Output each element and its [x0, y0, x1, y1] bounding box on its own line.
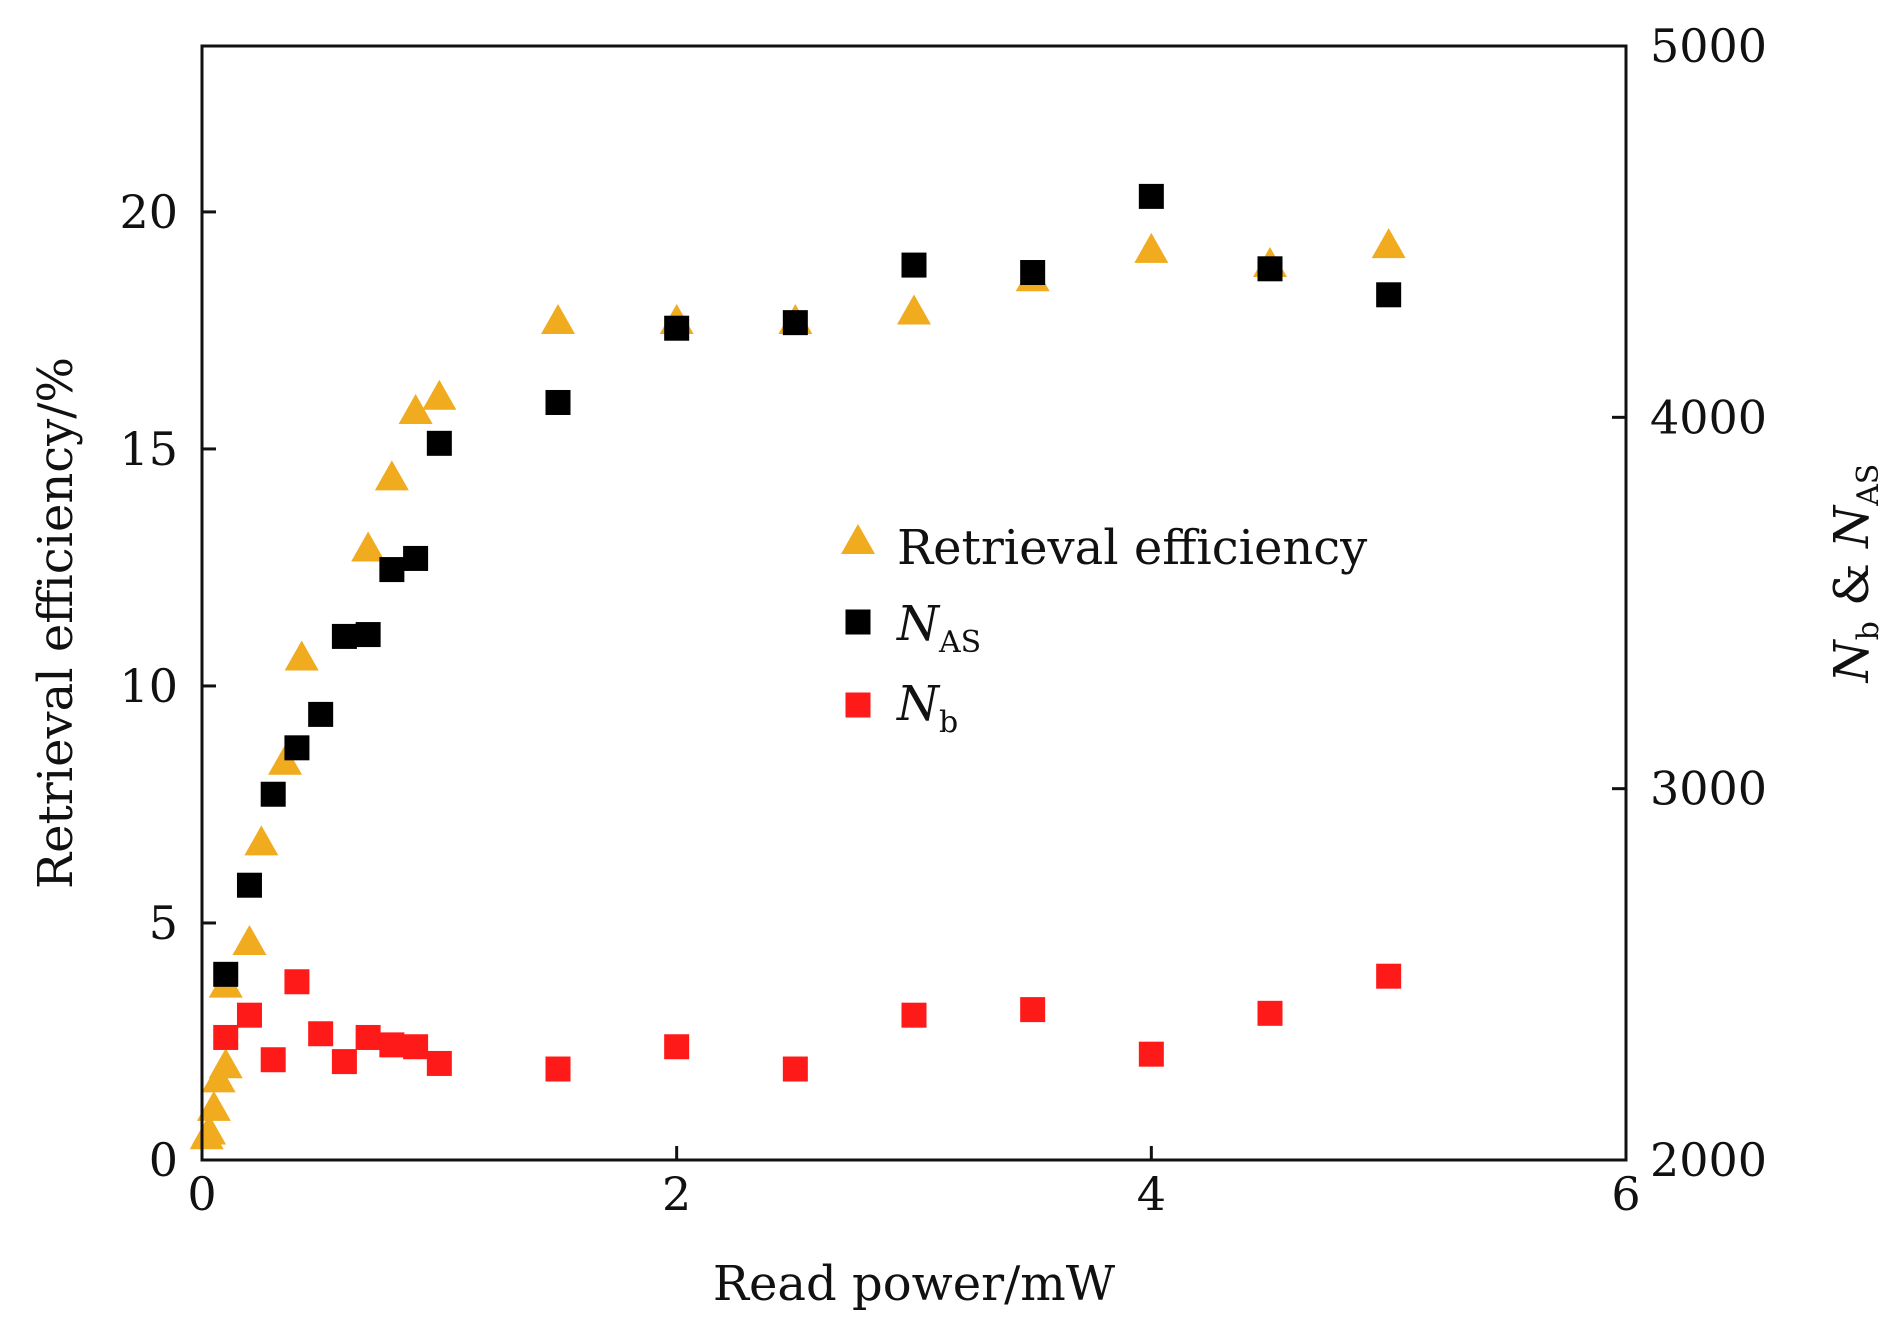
point-n-b-3	[284, 969, 310, 995]
point-n-b-17	[1376, 963, 1402, 989]
y-right-axis-label: Nb & NAS	[1824, 464, 1886, 684]
point-n-as-9	[426, 430, 452, 456]
x-tick-label-1: 2	[662, 1167, 691, 1221]
y-left-tick-label-4: 20	[119, 185, 178, 239]
point-n-as-6	[355, 622, 381, 648]
y-right-tick-label-3: 5000	[1650, 19, 1767, 73]
point-efficiency-9	[284, 640, 319, 671]
y-left-tick-label-1: 5	[149, 896, 178, 950]
point-efficiency-19	[1134, 232, 1169, 263]
point-n-b-8	[403, 1034, 429, 1060]
point-n-as-16	[1257, 256, 1283, 282]
x-tick-label-0: 0	[187, 1167, 216, 1221]
point-n-as-12	[782, 310, 808, 336]
legend-triangle-marker	[841, 524, 875, 554]
point-n-b-2	[260, 1047, 286, 1073]
point-n-b-14	[1020, 997, 1046, 1023]
y-left-axis-label: Retrieval efficiency/%	[28, 357, 84, 889]
legend-label-n-b: Nb	[896, 676, 958, 740]
point-n-b-1	[236, 1002, 262, 1028]
data-marks	[189, 183, 1406, 1150]
point-n-b-6	[355, 1024, 381, 1050]
y-left-tick-label-3: 15	[119, 422, 178, 476]
legend-item-n-b: Nb	[845, 676, 958, 740]
point-efficiency-21	[1371, 228, 1406, 259]
point-n-b-15	[1138, 1041, 1164, 1067]
point-n-b-10	[545, 1056, 571, 1082]
point-n-b-12	[782, 1056, 808, 1082]
y-right-label-joiner: &	[1824, 548, 1880, 621]
point-n-b-7	[379, 1032, 405, 1058]
point-n-b-9	[426, 1050, 452, 1076]
x-tick-label-3: 6	[1611, 1167, 1640, 1221]
y-right-tick-label-1: 3000	[1650, 762, 1767, 816]
point-n-b-5	[331, 1049, 357, 1075]
legend: Retrieval efficiency NAS Nb	[841, 520, 1367, 740]
point-efficiency-17	[897, 294, 931, 325]
point-n-as-10	[545, 389, 571, 415]
y-left-tick-label-0: 0	[149, 1133, 178, 1187]
y-right-label-nas-sub: AS	[1851, 464, 1886, 507]
point-n-as-14	[1020, 260, 1046, 286]
point-n-b-16	[1257, 1000, 1283, 1026]
legend-n-b-sub: b	[939, 705, 958, 740]
legend-square-marker-n-as	[845, 609, 871, 635]
point-n-as-11	[664, 315, 690, 341]
legend-n-as-sub: AS	[938, 625, 981, 660]
point-n-as-8	[403, 545, 429, 571]
point-n-b-0	[213, 1024, 239, 1050]
point-n-as-4	[308, 701, 334, 727]
point-efficiency-14	[541, 303, 575, 334]
plot-frame	[200, 44, 1628, 1162]
x-axis-label: Read power/mW	[713, 1256, 1116, 1312]
legend-n-as-main: N	[896, 596, 941, 652]
point-n-as-13	[901, 252, 927, 278]
y-left-tick-label-2: 10	[119, 659, 178, 713]
legend-n-b-main: N	[896, 676, 941, 732]
point-efficiency-7	[244, 825, 279, 856]
point-n-as-1	[236, 872, 262, 898]
point-n-b-4	[308, 1021, 334, 1047]
point-n-as-3	[284, 735, 310, 761]
y-right-label-nas-main: N	[1824, 504, 1880, 549]
point-n-as-5	[331, 623, 357, 649]
x-tick-label-2: 4	[1137, 1167, 1166, 1221]
y-right-tick-label-2: 4000	[1650, 390, 1767, 444]
point-efficiency-11	[374, 460, 409, 491]
point-efficiency-4	[208, 1048, 243, 1079]
point-efficiency-13	[422, 379, 457, 410]
point-n-as-17	[1376, 282, 1402, 308]
point-efficiency-6	[232, 924, 267, 955]
point-n-as-15	[1138, 183, 1164, 209]
point-efficiency-12	[398, 394, 433, 425]
legend-label-retrieval-efficiency: Retrieval efficiency	[897, 520, 1367, 576]
legend-item-retrieval-efficiency: Retrieval efficiency	[841, 520, 1367, 576]
point-n-as-0	[213, 961, 239, 987]
point-n-as-2	[260, 781, 286, 807]
point-efficiency-2	[196, 1090, 231, 1121]
point-n-b-11	[664, 1034, 690, 1060]
axis-ticks: 0 2 4 6 0 5 10 15 20 2000 3000 4000 5000	[119, 19, 1767, 1221]
legend-item-n-as: NAS	[845, 596, 981, 660]
point-efficiency-10	[351, 531, 386, 562]
y-right-label-nb-sub: b	[1851, 621, 1886, 640]
point-n-as-7	[379, 557, 405, 583]
legend-square-marker-n-b	[845, 692, 871, 718]
legend-label-n-as: NAS	[896, 596, 981, 660]
y-right-tick-label-0: 2000	[1650, 1133, 1767, 1187]
y-right-label-nb-main: N	[1824, 638, 1880, 683]
point-n-b-13	[901, 1002, 927, 1028]
